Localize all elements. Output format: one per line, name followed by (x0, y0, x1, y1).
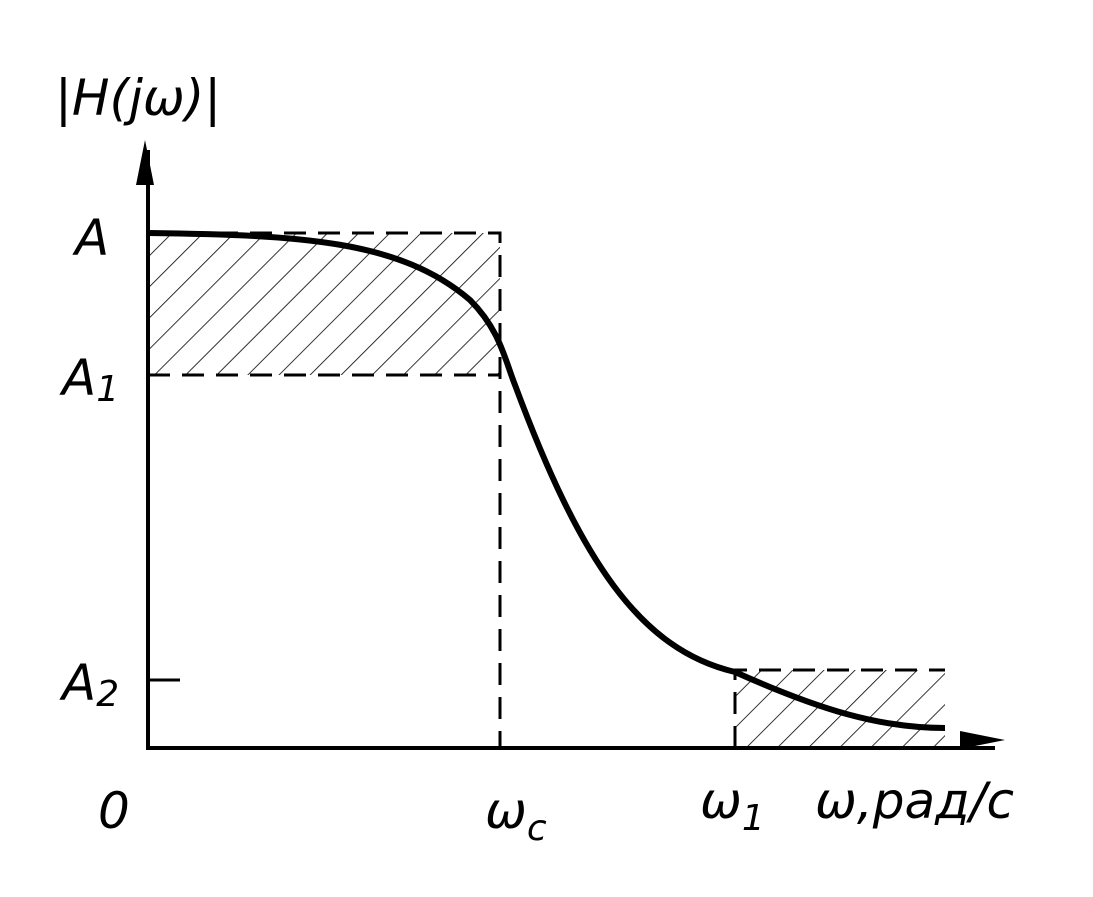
frequency-subscript: c (527, 808, 547, 849)
passband-bound (148, 231, 502, 748)
passband-region (148, 233, 500, 375)
level-label: A2 (59, 654, 119, 715)
frequency-subscript: 1 (742, 798, 765, 839)
y-axis-label: |H(jω)| (55, 69, 221, 127)
frequency-label: ωc (485, 782, 547, 849)
frequency-symbol: ω (700, 772, 742, 830)
level-subscript: 2 (96, 674, 119, 715)
y-arrow (136, 140, 154, 185)
frequency-label: ω1 (700, 772, 765, 839)
level-symbol: A (72, 209, 109, 267)
response-curve (147, 230, 946, 731)
level-label: A1 (59, 349, 119, 410)
level-label: A (72, 209, 109, 267)
x-axis-label: ω,рад/с (815, 772, 1014, 830)
origin-label: 0 (98, 782, 130, 840)
level-symbol: A (59, 349, 96, 407)
level-symbol: A (59, 654, 96, 712)
frequency-symbol: ω (485, 782, 527, 840)
level-subscript: 1 (96, 369, 119, 410)
x-arrow (960, 731, 1005, 749)
